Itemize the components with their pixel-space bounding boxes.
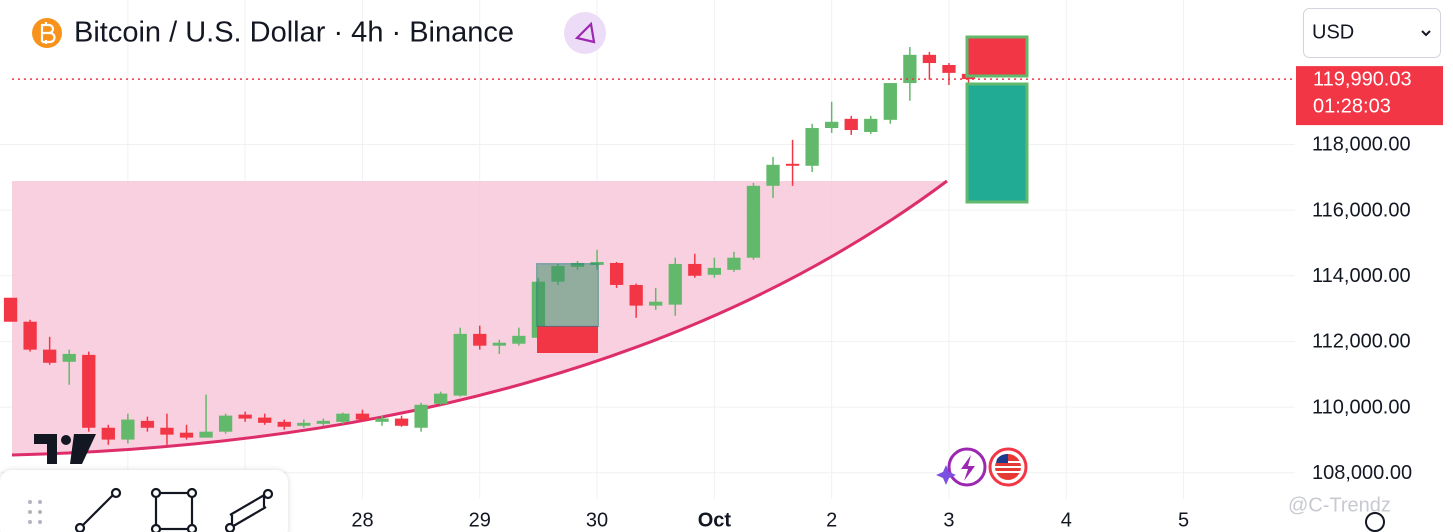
- candle-body: [473, 333, 487, 346]
- candle-body: [101, 427, 115, 440]
- candle-body: [825, 121, 839, 129]
- x-tick-label: Oct: [698, 509, 732, 531]
- candle-body: [297, 422, 311, 426]
- y-tick-label: 108,000.00: [1312, 462, 1412, 484]
- currency: USD: [1312, 21, 1354, 43]
- position-loss: [965, 35, 1029, 78]
- candle-body: [23, 321, 37, 350]
- indicator-icon: [574, 21, 596, 44]
- candle-body: [864, 118, 878, 132]
- candle-body: [336, 413, 350, 422]
- candle-body: [727, 257, 741, 270]
- candle-body: [649, 301, 663, 306]
- x-tick-label: 30: [586, 509, 608, 531]
- x-tick-label: 4: [1061, 509, 1072, 531]
- candle-body: [512, 335, 526, 344]
- chevron: [1421, 30, 1431, 37]
- candle-body: [258, 417, 272, 423]
- position-loss: [537, 326, 598, 353]
- logo: [61, 435, 71, 445]
- curve: [11, 179, 948, 457]
- sparkle: [936, 465, 956, 485]
- drag-handle[interactable]: [28, 500, 42, 524]
- currency-select[interactable]: [1303, 8, 1441, 58]
- candle-body: [453, 333, 467, 396]
- candle-body: [746, 185, 761, 258]
- candle-body: [609, 262, 624, 285]
- logo: [34, 434, 57, 464]
- candle-body: [805, 128, 819, 166]
- candle-body: [922, 54, 937, 64]
- chart-title: Bitcoin / U.S. Dollar · 4h · Binance: [74, 17, 514, 49]
- x-tick-label: 29: [469, 509, 491, 531]
- candle-body: [668, 263, 682, 305]
- candle-body: [707, 267, 722, 275]
- coin-glyph: [40, 22, 56, 44]
- y-tick-label: 114,000.00: [1312, 265, 1411, 287]
- toolbar: [0, 470, 288, 532]
- x-tick-label: 2: [826, 509, 837, 531]
- candle-body: [492, 342, 506, 346]
- zone: [12, 181, 947, 455]
- candle-body: [844, 118, 858, 131]
- y-tick-label: 118,000.00: [1312, 134, 1411, 156]
- y-tick-label: 112,000.00: [1312, 331, 1411, 353]
- event-glyph: [961, 455, 975, 481]
- candle-body: [688, 263, 702, 276]
- x-tick-label: 28: [351, 509, 373, 531]
- price-label-bg: [1296, 66, 1443, 126]
- candle-body: [942, 65, 956, 73]
- candle-body: [883, 83, 897, 120]
- candle-body: [82, 354, 96, 428]
- candle-body: [3, 297, 18, 322]
- candle-body: [218, 415, 233, 432]
- watermark: @C-Trendz: [1288, 494, 1391, 516]
- candle-body: [160, 427, 174, 435]
- candle-body: [629, 284, 643, 306]
- candle-body: [394, 418, 409, 426]
- price-line-group: 119,990.03 01:28:03: [12, 66, 1443, 126]
- candle-body: [414, 404, 428, 428]
- candle-body: [277, 421, 291, 427]
- candle-body: [316, 420, 331, 424]
- x-tick-label: 5: [1178, 509, 1189, 531]
- x-tick-label: 3: [943, 509, 954, 531]
- candle-body: [43, 349, 57, 363]
- candle-body: [903, 54, 917, 84]
- price-label: 119,990.03: [1313, 68, 1412, 90]
- candle-body: [62, 353, 76, 362]
- candle-body: [434, 393, 448, 404]
- candle-body: [140, 420, 155, 428]
- candle-body: [179, 432, 194, 438]
- candle-body: [785, 163, 800, 166]
- candle-body: [199, 431, 213, 438]
- candle-body: [766, 164, 780, 186]
- countdown: 01:28:03: [1313, 95, 1391, 117]
- position-profit: [965, 82, 1029, 204]
- flag-canton: [996, 453, 1008, 463]
- candle-body: [121, 419, 135, 440]
- candle-body: [375, 418, 389, 422]
- y-tick-label: 116,000.00: [1312, 199, 1411, 221]
- indicator-button[interactable]: [564, 12, 606, 54]
- candles: [3, 46, 976, 445]
- position-profit: [536, 263, 599, 327]
- candle-body: [238, 414, 252, 419]
- settings-icon[interactable]: [1365, 512, 1385, 532]
- drawing-tools[interactable]: [74, 487, 274, 532]
- y-tick-label: 110,000.00: [1312, 396, 1411, 418]
- logo: [70, 434, 96, 464]
- candle-body: [355, 413, 370, 420]
